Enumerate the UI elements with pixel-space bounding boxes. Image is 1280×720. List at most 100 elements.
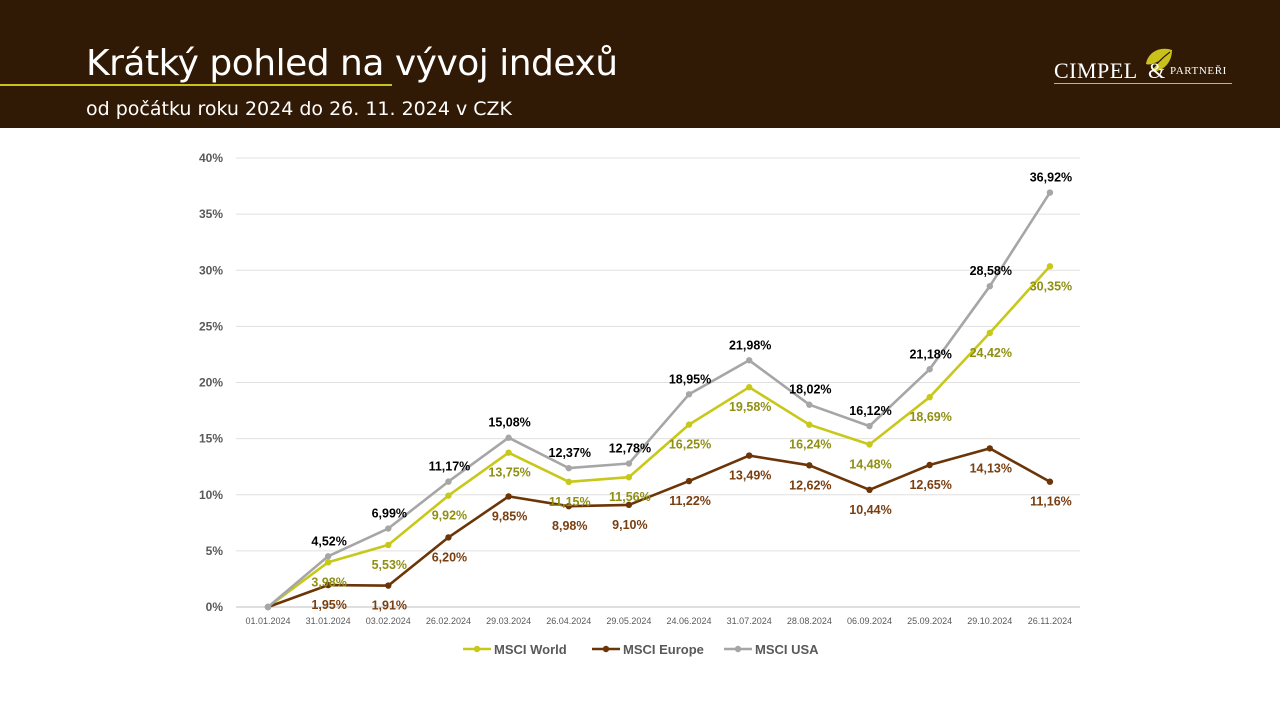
x-tick-label: 26.04.2024: [546, 616, 591, 626]
data-label: 18,95%: [669, 372, 711, 386]
data-point: [565, 464, 572, 472]
data-label: 11,16%: [1030, 495, 1072, 509]
y-tick-label: 40%: [199, 151, 223, 165]
x-tick-label: 26.11.2024: [1028, 616, 1072, 626]
data-point: [565, 478, 572, 486]
legend-marker: [602, 645, 610, 653]
data-point: [445, 534, 452, 541]
data-point: [746, 452, 753, 459]
data-label: 3,98%: [311, 575, 346, 589]
data-point: [505, 493, 512, 500]
header-band: Krátký pohled na vývoj indexů od počátku…: [0, 0, 1280, 128]
data-label: 11,22%: [669, 494, 711, 508]
data-point: [505, 449, 512, 456]
data-label: 6,20%: [432, 550, 467, 564]
data-point: [806, 401, 813, 408]
logo-wordmark: CIMPEL: [1054, 58, 1138, 83]
data-point: [746, 384, 753, 391]
data-point: [685, 477, 693, 485]
series-line: [267, 265, 1051, 609]
data-label: 12,62%: [789, 478, 831, 492]
legend-entry: MSCI World: [494, 642, 567, 657]
data-point: [324, 553, 332, 560]
legend-entry: MSCI Europe: [623, 642, 704, 657]
x-tick-label: 28.08.2024: [787, 616, 832, 626]
data-label: 16,24%: [789, 438, 831, 452]
data-point: [926, 366, 933, 373]
data-label: 11,15%: [549, 495, 591, 509]
data-point: [746, 357, 753, 364]
data-label: 16,25%: [669, 438, 711, 452]
data-label: 18,02%: [789, 383, 831, 397]
y-tick-label: 35%: [199, 207, 223, 221]
data-point: [866, 486, 873, 494]
y-tick-label: 20%: [199, 376, 223, 390]
data-point: [324, 559, 332, 566]
data-label: 9,85%: [492, 509, 527, 523]
data-point: [625, 501, 633, 509]
data-point: [625, 474, 633, 481]
data-point: [1046, 189, 1054, 196]
data-label: 12,65%: [909, 478, 951, 492]
data-label: 11,17%: [429, 460, 471, 474]
data-point: [385, 582, 392, 589]
data-point: [505, 434, 512, 441]
x-tick-label: 24.06.2024: [667, 616, 712, 626]
data-point: [926, 461, 933, 469]
data-label: 8,98%: [552, 519, 587, 533]
data-point: [926, 394, 933, 401]
data-label: 1,95%: [311, 598, 346, 612]
data-label: 12,78%: [609, 442, 651, 456]
data-label: 15,08%: [488, 416, 530, 430]
data-point: [1046, 263, 1054, 270]
data-point: [385, 541, 392, 549]
data-label: 28,58%: [970, 264, 1012, 278]
title-underline: [0, 84, 392, 86]
data-label: 21,18%: [909, 347, 951, 361]
data-point: [445, 492, 452, 499]
y-tick-label: 25%: [199, 319, 223, 333]
leaf-icon: [1146, 48, 1172, 73]
data-point: [445, 478, 452, 485]
data-label: 36,92%: [1030, 171, 1072, 185]
company-logo: CIMPEL & PARTNEŘI: [1050, 46, 1240, 88]
x-tick-label: 31.01.2024: [306, 616, 351, 626]
index-line-chart: 0% 5% 10% 15% 20% 25% 30% 35% 40% 01.01.2024 31.01…: [199, 151, 1080, 657]
data-label: 9,10%: [612, 518, 647, 532]
y-tick-label: 5%: [206, 544, 224, 558]
x-tick-label: 03.02.2024: [366, 616, 411, 626]
y-tick-label: 10%: [199, 488, 223, 502]
data-label: 10,44%: [849, 503, 891, 517]
x-tick-label: 01.01.2024: [245, 616, 290, 626]
data-label: 4,52%: [311, 534, 346, 548]
data-point: [264, 603, 272, 611]
series-line: [267, 191, 1051, 608]
data-point: [565, 502, 572, 510]
data-point: [806, 462, 813, 469]
data-label: 14,13%: [970, 461, 1012, 475]
data-label: 9,92%: [432, 509, 467, 523]
x-tick-label: 31.07.2024: [727, 616, 772, 626]
logo-partners: PARTNEŘI: [1170, 65, 1227, 77]
data-point: [685, 391, 693, 398]
x-tick-label: 25.09.2024: [907, 616, 952, 626]
logo-ampersand: &: [1148, 58, 1166, 83]
data-label: 1,91%: [372, 599, 407, 613]
data-label: 12,37%: [549, 446, 591, 460]
page-title: Krátký pohled na vývoj indexů: [86, 43, 618, 84]
legend-entry: MSCI USA: [755, 642, 819, 657]
x-tick-label: 06.09.2024: [847, 616, 892, 626]
data-point: [685, 421, 693, 428]
data-point: [625, 460, 633, 467]
data-label: 16,12%: [849, 404, 891, 418]
data-point: [866, 422, 873, 430]
x-tick-label: 29.10.2024: [967, 616, 1012, 626]
legend-marker: [473, 645, 481, 653]
x-tick-label: 29.05.2024: [606, 616, 651, 626]
data-label: 30,35%: [1030, 279, 1072, 293]
data-point: [324, 581, 332, 589]
data-point: [986, 329, 993, 337]
data-label: 11,56%: [609, 490, 651, 504]
data-point: [986, 445, 993, 452]
data-label: 14,48%: [849, 457, 891, 471]
